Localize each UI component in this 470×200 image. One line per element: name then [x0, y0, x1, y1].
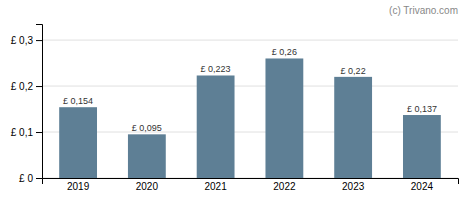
x-tick-label: 2019 [67, 181, 90, 192]
bar [403, 115, 441, 178]
data-label: £ 0,137 [407, 104, 437, 114]
bar [334, 77, 372, 178]
x-axis-line [43, 179, 459, 185]
bar [59, 107, 97, 178]
data-label: £ 0,26 [272, 47, 297, 57]
y-tick: £ 0,3 [11, 35, 42, 46]
y-tick-label: £ 0,2 [11, 81, 34, 92]
y-tick: £ 0,1 [11, 127, 42, 138]
y-axis-line [36, 25, 43, 179]
x-tick: 2024 [411, 181, 434, 192]
y-tick-label: £ 0 [19, 173, 33, 184]
x-tick: 2023 [342, 181, 365, 192]
data-labels: £ 0,154 £ 0,095 £ 0,223 £ 0,26 £ 0,22 £ 0,137 [63, 47, 437, 133]
y-axis: £ 0 £ 0,1 £ 0,2 £ 0,3 [11, 25, 43, 184]
y-tick-label: £ 0,3 [11, 35, 34, 46]
y-tick-mark [36, 178, 42, 179]
y-tick-label: £ 0,1 [11, 127, 34, 138]
annotations: (c) Trivano.com [389, 5, 458, 16]
y-tick: £ 0 [19, 173, 42, 184]
x-tick: 2021 [204, 181, 227, 192]
grid-line [42, 40, 458, 41]
data-label: £ 0,095 [132, 123, 162, 133]
x-tick: 2020 [136, 181, 159, 192]
x-tick-label: 2023 [342, 181, 365, 192]
data-label: £ 0,22 [341, 66, 366, 76]
grid-line [42, 86, 458, 87]
bar [197, 75, 235, 178]
bar [128, 134, 166, 178]
watermark: (c) Trivano.com [389, 5, 458, 16]
y-tick-mark [36, 86, 42, 87]
x-tick-label: 2020 [136, 181, 159, 192]
bars [59, 58, 441, 178]
plot: £ 0£ 0,1£ 0,2£ 0,32019202020212022202320… [11, 25, 459, 192]
x-tick: 2022 [273, 181, 296, 192]
y-tick: £ 0,2 [11, 81, 42, 92]
data-label: £ 0,223 [201, 64, 231, 74]
x-tick-label: 2022 [273, 181, 296, 192]
y-tick-mark [36, 132, 42, 133]
bar [265, 58, 303, 178]
data-label: £ 0,154 [63, 96, 93, 106]
x-tick-label: 2024 [411, 181, 434, 192]
x-tick-label: 2021 [204, 181, 227, 192]
grid-line [42, 132, 458, 133]
chart: £ 0£ 0,1£ 0,2£ 0,32019202020212022202320… [0, 0, 470, 200]
x-tick: 2019 [67, 181, 90, 192]
grid [42, 40, 458, 178]
x-axis: 2019 2020 2021 2022 2023 2024 [43, 179, 459, 192]
y-tick-mark [36, 40, 42, 41]
